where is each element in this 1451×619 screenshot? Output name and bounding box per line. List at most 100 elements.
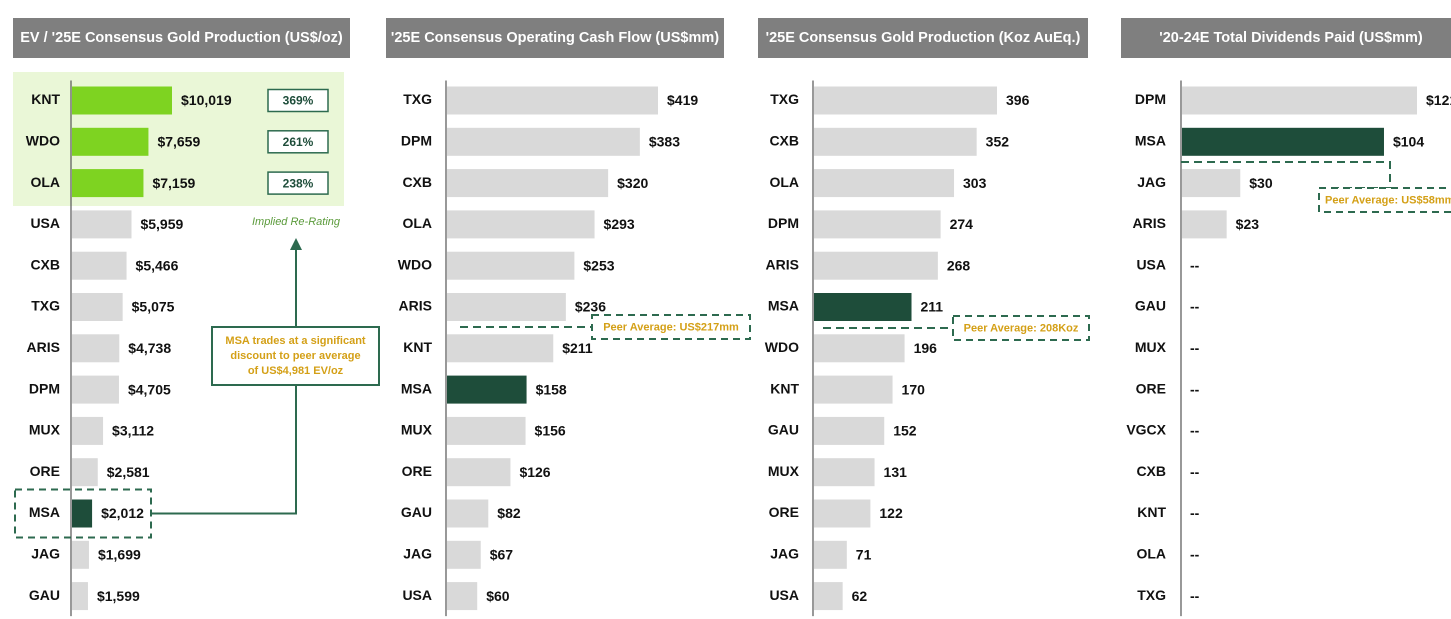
- bar-knt: [72, 86, 172, 115]
- bar-dpm: [814, 210, 941, 239]
- peer-average-path-4: [1181, 161, 1391, 189]
- category-label-ore: ORE: [1136, 380, 1166, 396]
- value-label-vgcx: --: [1190, 423, 1200, 439]
- bar-cxb: [447, 169, 609, 198]
- category-label-ola: OLA: [402, 215, 432, 231]
- bar-aris: [447, 293, 566, 321]
- bar-txg: [447, 86, 658, 115]
- category-label-dpm: DPM: [401, 133, 432, 149]
- bar-mux: [72, 416, 104, 445]
- bar-gau: [447, 499, 489, 528]
- category-label-knt: KNT: [1137, 504, 1166, 520]
- value-label-dpm: $4,705: [128, 381, 171, 397]
- peer-average-label-2: Peer Average: US$217mm: [603, 321, 739, 333]
- value-label-mux: $3,112: [112, 423, 154, 439]
- bar-wdo: [72, 127, 149, 156]
- category-label-cxb: CXB: [769, 133, 799, 149]
- rerating-arrow-head: [290, 238, 302, 250]
- category-label-ore: ORE: [769, 504, 799, 520]
- peer-average-label-4: Peer Average: US$58mm: [1325, 194, 1451, 206]
- value-label-jag: $30: [1249, 175, 1273, 191]
- value-label-msa: $2,012: [101, 505, 144, 521]
- value-label-wdo: $7,659: [157, 134, 200, 150]
- bar-knt: [814, 375, 893, 404]
- value-label-mux: 131: [884, 464, 908, 480]
- value-label-txg: --: [1190, 588, 1200, 604]
- value-label-dpm: $121: [1426, 92, 1451, 108]
- rerating-box-2: [267, 171, 329, 195]
- peer-average-box-4: [1318, 187, 1451, 213]
- callout-line-1: MSA trades at a significant: [225, 335, 366, 347]
- panel-3-title: '25E Consensus Gold Production (Koz AuEq…: [758, 18, 1088, 58]
- value-label-usa: 62: [852, 588, 868, 604]
- bar-cxb: [72, 251, 127, 280]
- bar-msa: [447, 375, 527, 404]
- category-label-gau: GAU: [768, 422, 799, 438]
- bar-usa: [447, 582, 478, 611]
- category-label-ola: OLA: [30, 174, 60, 190]
- category-label-cxb: CXB: [1136, 463, 1166, 479]
- category-label-cxb: CXB: [30, 256, 60, 272]
- category-label-dpm: DPM: [1135, 91, 1166, 107]
- value-label-aris: $4,738: [128, 340, 171, 356]
- category-label-wdo: WDO: [26, 133, 60, 149]
- bar-dpm: [447, 127, 640, 156]
- value-label-aris: $23: [1236, 216, 1260, 232]
- value-label-aris: 268: [947, 257, 971, 273]
- peer-average-label-3: Peer Average: 208Koz: [964, 322, 1079, 334]
- value-label-ore: 122: [879, 505, 903, 521]
- value-label-cxb: 352: [986, 134, 1010, 150]
- rerating-box-1: [267, 130, 329, 154]
- category-label-mux: MUX: [401, 422, 433, 438]
- value-label-gau: 152: [893, 423, 917, 439]
- category-label-msa: MSA: [768, 298, 799, 314]
- category-label-aris: ARIS: [766, 256, 799, 272]
- value-label-usa: --: [1190, 257, 1200, 273]
- category-label-mux: MUX: [29, 422, 61, 438]
- msa-discount-callout: MSA trades at a significant discount to …: [211, 326, 380, 386]
- bar-usa: [814, 582, 843, 611]
- category-label-ola: OLA: [1136, 546, 1166, 562]
- implied-rerating-label: Implied Re-Rating: [252, 216, 341, 228]
- category-label-knt: KNT: [31, 91, 60, 107]
- value-label-ola: 303: [963, 175, 987, 191]
- category-label-dpm: DPM: [768, 215, 799, 231]
- value-label-jag: 71: [856, 547, 872, 563]
- value-label-gau: $1,599: [97, 588, 140, 604]
- category-label-ola: OLA: [769, 174, 799, 190]
- category-label-knt: KNT: [403, 339, 432, 355]
- bar-ola: [814, 169, 955, 198]
- bar-ola: [72, 169, 144, 198]
- value-label-ola: $293: [604, 216, 635, 232]
- value-label-jag: $1,699: [98, 547, 141, 563]
- bar-msa: [814, 293, 912, 321]
- value-label-aris: $236: [575, 299, 606, 315]
- category-label-jag: JAG: [403, 546, 432, 562]
- value-label-ore: --: [1190, 381, 1200, 397]
- value-label-txg: $5,075: [132, 299, 175, 315]
- value-label-knt: $10,019: [181, 92, 232, 108]
- rerating-value-1: 261%: [283, 135, 314, 149]
- bar-jag: [72, 540, 89, 569]
- value-label-dpm: 274: [950, 216, 974, 232]
- panel-1-title: EV / '25E Consensus Gold Production (US$…: [13, 18, 350, 58]
- category-label-aris: ARIS: [1133, 215, 1166, 231]
- bar-aris: [814, 251, 938, 280]
- value-label-mux: $156: [535, 423, 566, 439]
- value-label-gau: --: [1190, 299, 1200, 315]
- peer-average-box-3: [952, 315, 1090, 341]
- bar-mux: [814, 458, 875, 487]
- value-label-knt: 170: [902, 381, 926, 397]
- value-label-knt: --: [1190, 505, 1200, 521]
- bar-mux: [447, 416, 526, 445]
- category-label-cxb: CXB: [402, 174, 432, 190]
- value-label-gau: $82: [497, 505, 521, 521]
- category-label-txg: TXG: [31, 298, 60, 314]
- category-label-msa: MSA: [401, 380, 432, 396]
- category-label-usa: USA: [402, 587, 432, 603]
- value-label-msa: $158: [536, 381, 567, 397]
- category-label-msa: MSA: [1135, 133, 1166, 149]
- panel-4-title: '20-24E Total Dividends Paid (US$mm): [1121, 18, 1451, 58]
- bar-aris: [72, 334, 120, 363]
